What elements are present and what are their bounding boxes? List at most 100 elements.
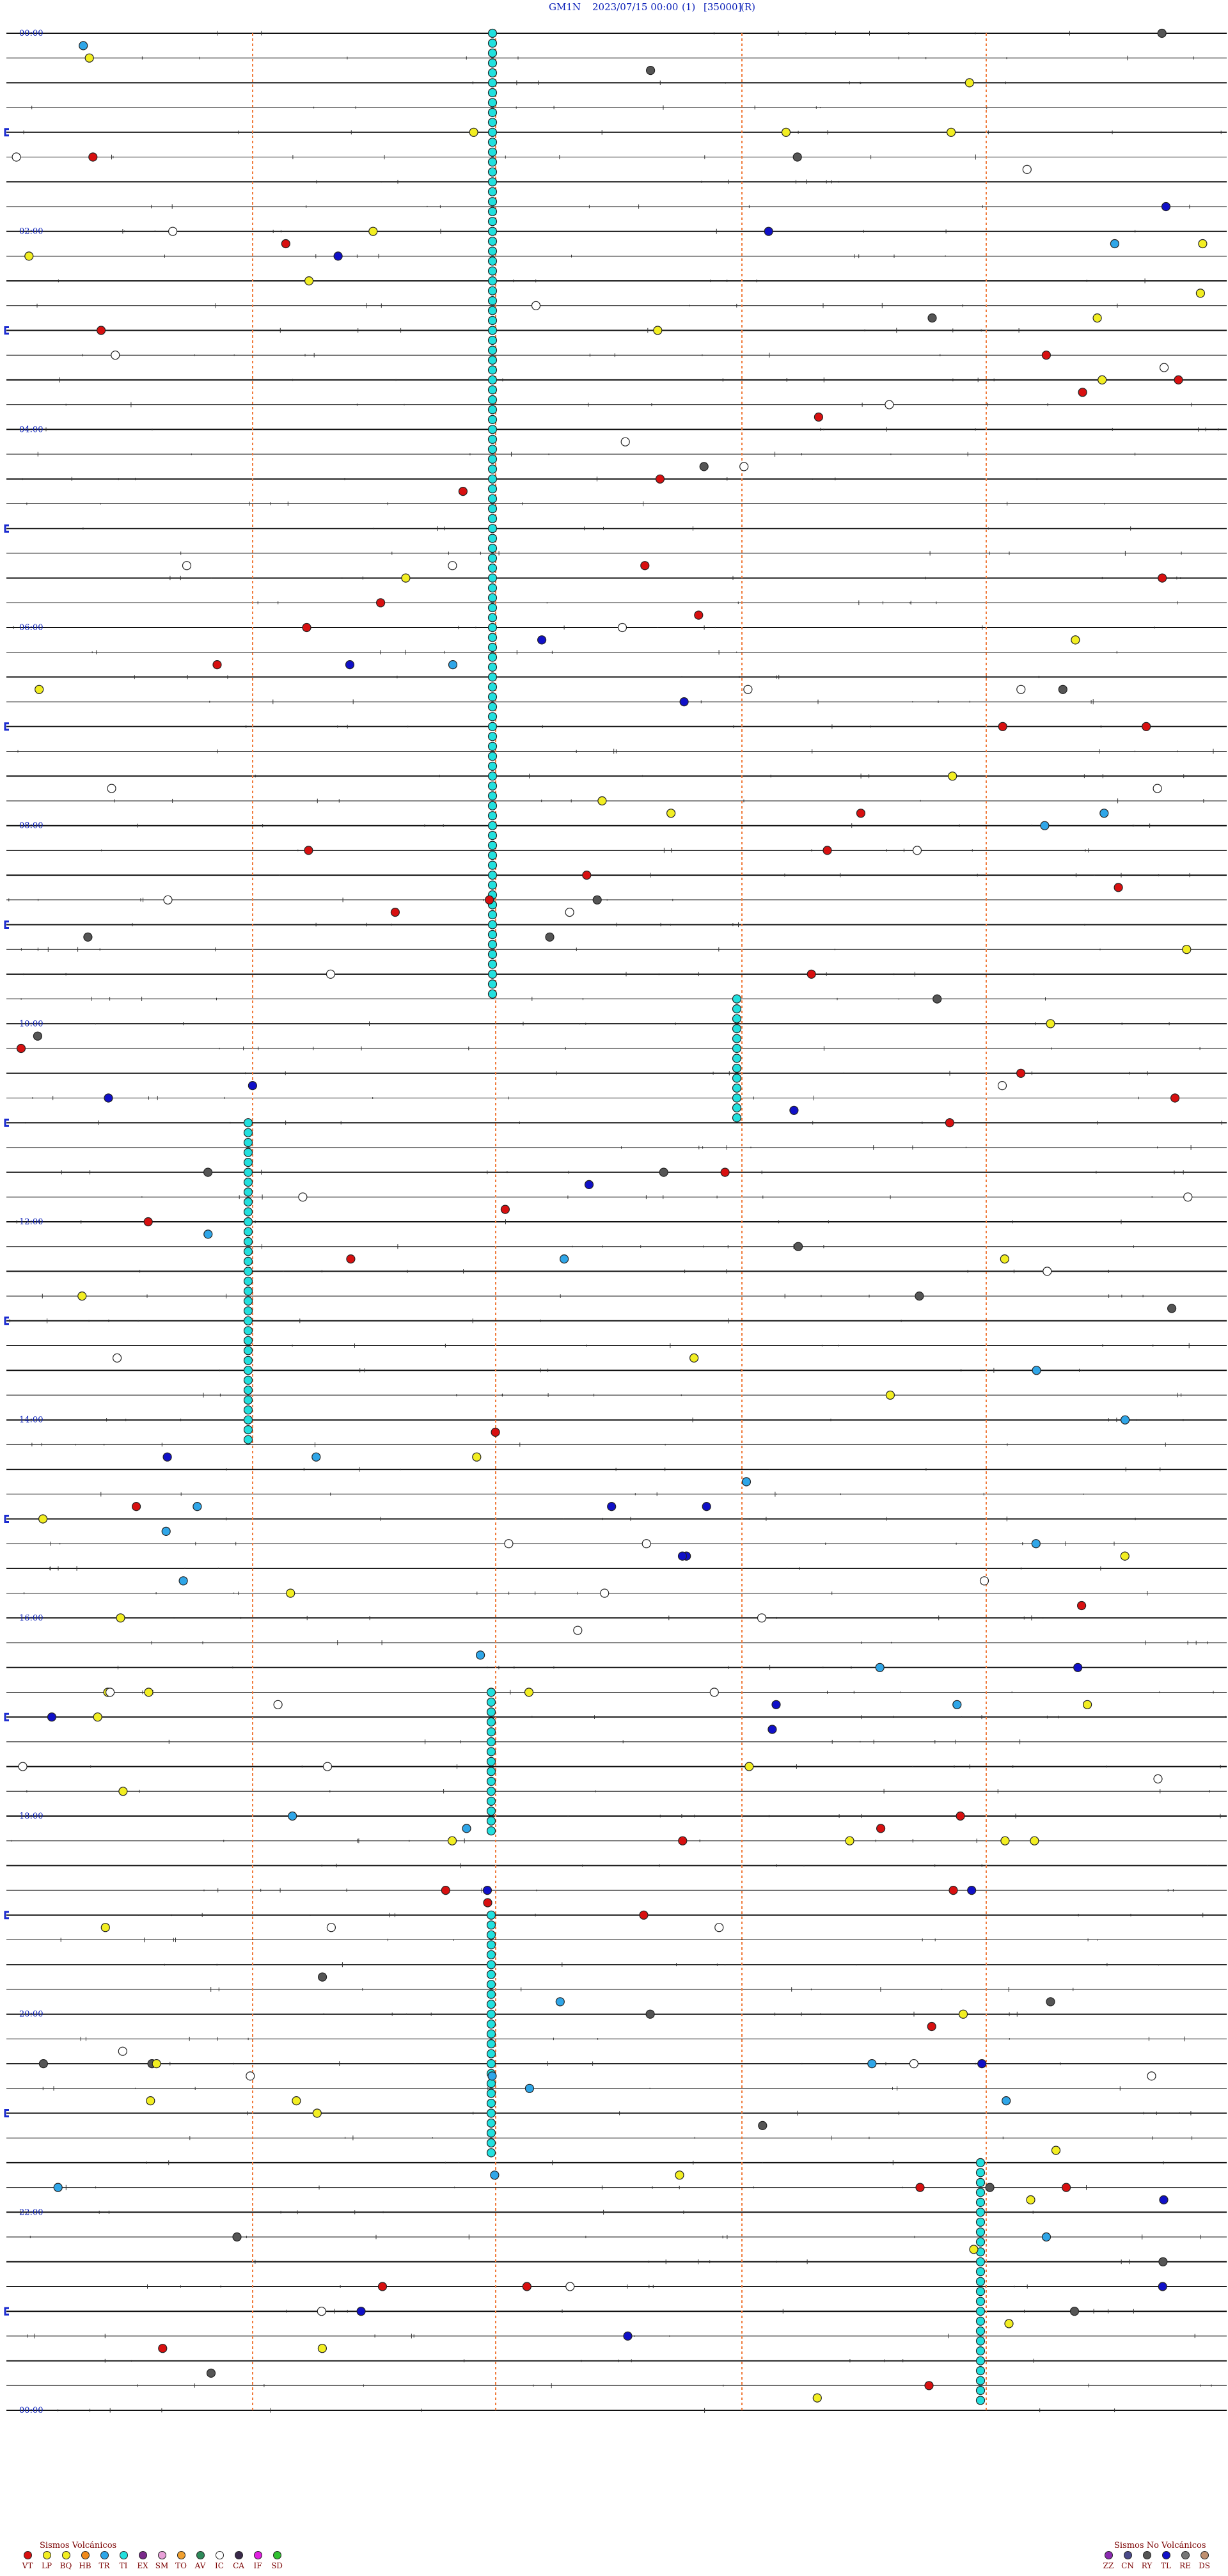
hour-label: 16:00 [19,1613,43,1623]
event-marker [243,1197,253,1207]
event-marker [689,1353,699,1363]
event-marker [1022,164,1032,174]
legend-volcanic-title: Sismos Volcánicos [40,2541,117,2550]
event-marker [486,1960,496,1970]
event-marker [565,2282,575,2291]
event-marker [472,1452,482,1462]
legend-code: CN [1121,2561,1134,2570]
event-marker [487,692,498,702]
event-marker [885,400,894,409]
event-marker [116,1613,125,1623]
event-marker [243,1267,253,1276]
event-marker [964,78,974,88]
legend-dot [272,2551,281,2559]
event-marker [487,355,498,365]
event-marker [487,147,498,157]
event-marker [486,2118,496,2128]
hour-marker [4,2307,9,2316]
event-marker [161,1526,171,1536]
event-marker [33,1031,43,1041]
event-marker [856,809,866,818]
event-marker [1041,2232,1051,2242]
event-marker [1082,1700,1092,1709]
legend-dot [61,2551,70,2559]
hour-label: 04:00 [19,425,43,434]
event-marker [732,1063,742,1073]
legend-dot [138,2551,147,2559]
event-marker [1174,375,1183,385]
event-marker [486,1747,496,1757]
event-marker [243,1187,253,1197]
event-marker [969,2245,979,2254]
legend-code: ZZ [1103,2561,1114,2570]
event-marker [559,1254,569,1264]
event-marker [311,1452,321,1462]
event-marker [288,1811,297,1821]
event-marker [486,1930,496,1940]
event-marker [77,1291,87,1301]
event-marker [1159,2195,1169,2205]
event-marker [487,533,498,543]
event-marker [617,622,627,633]
event-marker [666,809,676,818]
event-marker [739,462,749,471]
legend-dot [157,2551,166,2559]
event-marker [486,2000,496,2009]
event-marker [1158,573,1167,583]
hour-labels: 00:00 02:00 04:00 06:00 08:00 10:00 12:00 14:00… [4,29,43,2415]
legend-code: RY [1141,2561,1153,2570]
event-marker [487,326,498,335]
event-marker [1000,1836,1010,1845]
event-marker [1031,1539,1041,1549]
event-marker [377,2282,388,2291]
event-marker [732,1073,742,1083]
event-marker [163,895,173,905]
event-marker [945,1118,955,1128]
event-marker [807,969,816,979]
event-marker [1099,809,1109,818]
legend-dot [100,2551,109,2559]
event-marker [79,41,88,51]
event-marker [487,217,498,226]
event-marker [487,118,498,127]
event-marker [1004,2319,1014,2328]
channel-label: (1) [682,1,696,13]
legend-code: SD [271,2561,283,2570]
legend-code: TR [98,2561,110,2570]
event-marker [948,771,957,781]
event-marker [203,1229,213,1239]
event-marker [487,58,498,68]
event-marker [53,2183,63,2192]
event-marker [152,2059,161,2069]
legend-code: BQ [59,2561,72,2570]
legend-item-re: RE [1177,2551,1193,2570]
legend-dot [1161,2551,1170,2559]
event-marker [732,1034,742,1043]
event-marker [487,28,498,38]
event-marker [243,1148,253,1157]
legend-dot [234,2551,243,2559]
event-marker [487,949,498,960]
event-marker [486,1697,496,1707]
event-marker [1026,2195,1035,2205]
event-marker [487,563,498,573]
legend-dot [23,2551,32,2559]
event-marker [487,127,498,137]
event-marker [487,296,498,306]
event-marker [927,2021,936,2032]
event-marker [206,2368,216,2378]
event-marker [482,1886,492,1895]
event-marker [1092,313,1102,323]
hour-label: 20:00 [19,2010,43,2019]
event-marker [1000,1254,1009,1264]
hour-label: 22:00 [19,2208,43,2217]
event-marker [1158,2257,1168,2266]
legend-item-bq: BQ [58,2551,74,2570]
event-marker [639,1910,649,1920]
event-marker [487,662,498,672]
legend-item-av: AV [192,2551,209,2570]
event-marker [915,1291,924,1301]
legend-item-tl: TL [1158,2551,1174,2570]
event-marker [487,870,498,880]
legend-item-zz: ZZ [1100,2551,1117,2570]
